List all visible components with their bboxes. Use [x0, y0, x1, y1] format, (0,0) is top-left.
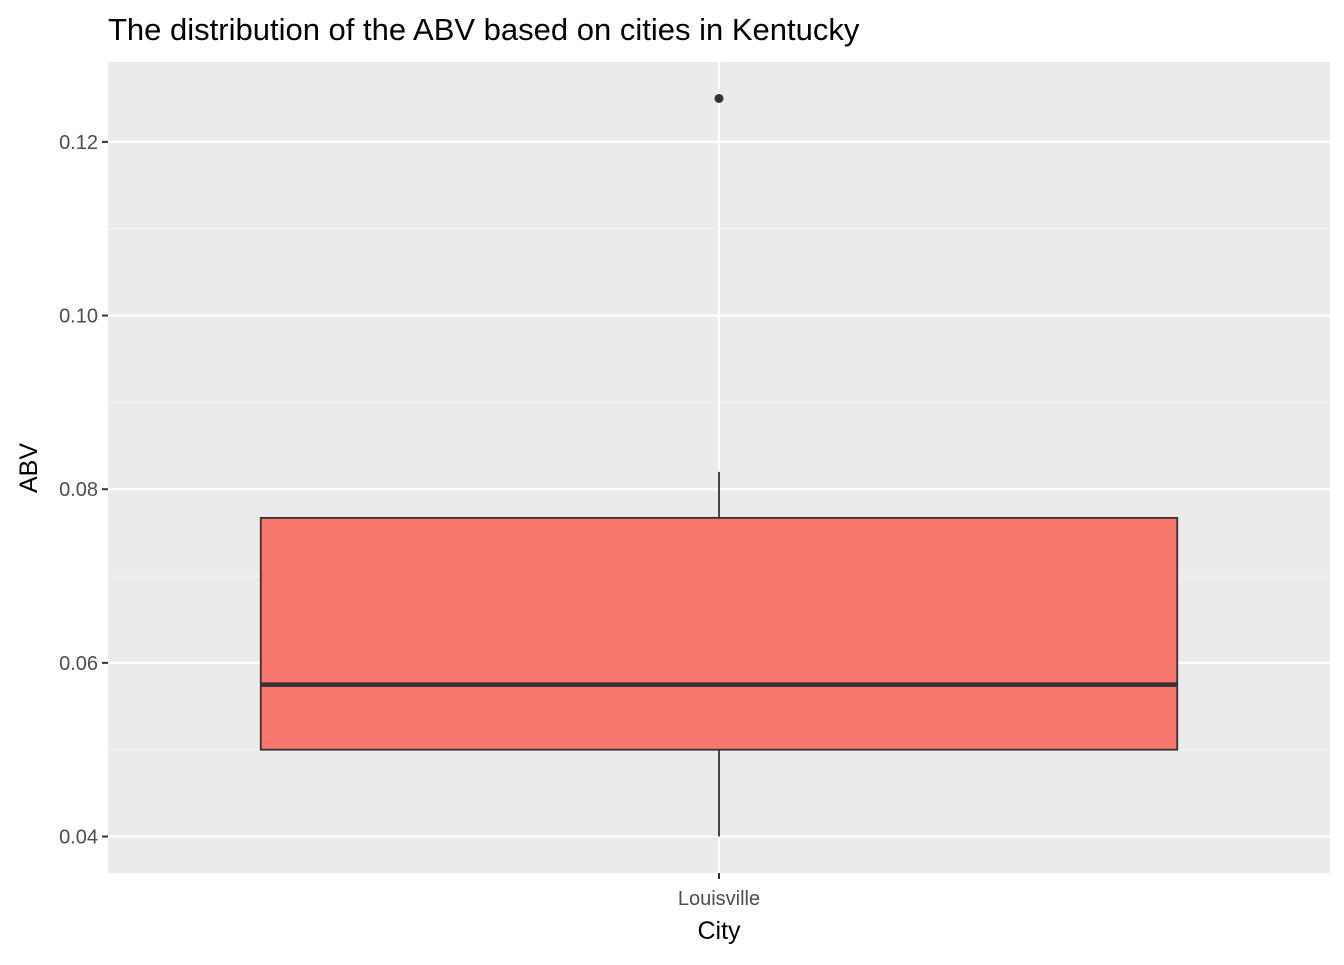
y-tick-label: 0.12	[59, 132, 98, 154]
box-louisville	[259, 93, 1179, 837]
outlier-point	[714, 93, 724, 103]
chart-title: The distribution of the ABV based on cit…	[108, 12, 860, 47]
box-series	[259, 93, 1179, 837]
y-tick-label: 0.08	[59, 479, 98, 501]
x-tick-label: Louisville	[678, 888, 760, 910]
y-axis-ticks: 0.04 0.06 0.08 0.10 0.12	[59, 132, 108, 849]
x-axis-title: City	[697, 917, 741, 945]
iqr-box	[259, 516, 1179, 751]
y-tick-label: 0.10	[59, 306, 98, 328]
x-axis-ticks: Louisville	[678, 873, 760, 910]
y-axis-title: ABV	[15, 443, 43, 493]
y-tick-label: 0.04	[59, 827, 98, 849]
y-tick-label: 0.06	[59, 653, 98, 675]
